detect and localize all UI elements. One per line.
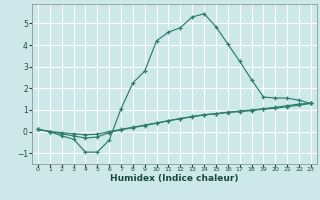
X-axis label: Humidex (Indice chaleur): Humidex (Indice chaleur) [110, 174, 239, 183]
